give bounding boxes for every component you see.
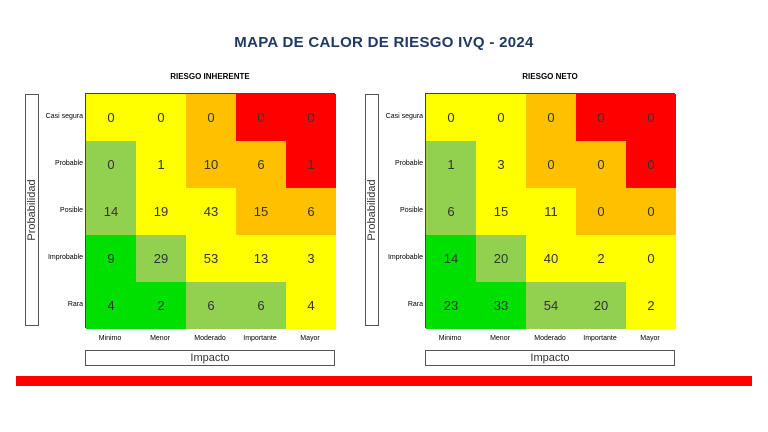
heatmap-cell: 6	[236, 141, 286, 188]
heatmap-grid: 0 0 0 0 0 0 1 10 6 1 14 19 43 15 6 9 29 53 13 3 4 2 6 6 4	[85, 93, 336, 329]
y-axis-label: Probabilidad	[26, 179, 38, 241]
heatmap-cell: 23	[426, 282, 476, 329]
heatmap-cell: 33	[476, 282, 526, 329]
row-label: Probable	[54, 159, 83, 167]
heatmap-cell: 20	[476, 235, 526, 282]
heatmap-cell: 40	[526, 235, 576, 282]
heatmap-cell: 0	[576, 94, 626, 141]
heatmap-cell: 3	[476, 141, 526, 188]
heatmap-cell: 6	[426, 188, 476, 235]
heatmap-cell: 2	[136, 282, 186, 329]
heatmap-cell: 0	[186, 94, 236, 141]
column-label: Minimo	[438, 335, 462, 342]
row-label: Rara	[407, 300, 423, 308]
y-axis-label: Probabilidad	[366, 179, 378, 241]
heatmap-cell: 14	[86, 188, 136, 235]
x-axis-label: Impacto	[425, 350, 675, 366]
heatmap-cell: 15	[236, 188, 286, 235]
column-label: Importante	[583, 335, 617, 342]
column-label: Menor	[150, 335, 170, 342]
heatmap-cell: 0	[286, 94, 336, 141]
heatmap-cell: 13	[236, 235, 286, 282]
heatmap-cell: 6	[286, 188, 336, 235]
heatmap-panel-inherent: RIESGO INHERENTE Probabilidad Casi segur…	[22, 70, 352, 370]
heatmap-cell: 0	[526, 141, 576, 188]
column-label: Importante	[243, 335, 277, 342]
heatmap-cell: 6	[236, 282, 286, 329]
heatmap-cell: 2	[626, 282, 676, 329]
row-label: Probable	[394, 159, 423, 167]
chart-title: RIESGO NETO	[522, 72, 578, 81]
heatmap-cell: 0	[626, 94, 676, 141]
heatmap-cell: 0	[136, 94, 186, 141]
heatmap-cell: 0	[626, 235, 676, 282]
heatmap-cell: 0	[626, 188, 676, 235]
heatmap-grid: 0 0 0 0 0 1 3 0 0 0 6 15 11 0 0 14 20 40 2 0 23 33 54 20 2	[425, 93, 676, 329]
row-label: Rara	[67, 300, 83, 308]
heatmap-cell: 19	[136, 188, 186, 235]
heatmap-cell: 1	[136, 141, 186, 188]
heatmap-cell: 6	[186, 282, 236, 329]
column-label: Mayor	[640, 335, 660, 342]
heatmap-cell: 0	[476, 94, 526, 141]
heatmap-cell: 2	[576, 235, 626, 282]
row-label: Casi segura	[385, 112, 423, 120]
footer-bar	[16, 376, 752, 386]
heatmap-cell: 0	[86, 94, 136, 141]
chart-title: RIESGO INHERENTE	[170, 72, 250, 81]
heatmap-cell: 53	[186, 235, 236, 282]
heatmap-panel-net: RIESGO NETO Probabilidad Casi segura Prob…	[362, 70, 692, 370]
heatmap-cell: 43	[186, 188, 236, 235]
heatmap-cell: 20	[576, 282, 626, 329]
column-label: Moderado	[194, 335, 226, 342]
page-title: MAPA DE CALOR DE RIESGO IVQ - 2024	[234, 34, 534, 51]
heatmap-cell: 0	[236, 94, 286, 141]
heatmap-cell: 11	[526, 188, 576, 235]
heatmap-cell: 14	[426, 235, 476, 282]
row-label: Posible	[400, 206, 423, 214]
heatmap-cell: 1	[426, 141, 476, 188]
column-label: Mayor	[300, 335, 320, 342]
heatmap-cell: 0	[426, 94, 476, 141]
row-label: Improbable	[47, 253, 83, 261]
heatmap-cell: 3	[286, 235, 336, 282]
y-axis-label-box: Probabilidad	[365, 94, 379, 326]
y-axis-label-box: Probabilidad	[25, 94, 39, 326]
x-axis-label: Impacto	[85, 350, 335, 366]
column-label: Minimo	[98, 335, 122, 342]
heatmap-cell: 0	[626, 141, 676, 188]
heatmap-cell: 15	[476, 188, 526, 235]
heatmap-cell: 4	[286, 282, 336, 329]
row-label: Casi segura	[45, 112, 83, 120]
heatmap-cell: 0	[576, 141, 626, 188]
heatmap-cell: 54	[526, 282, 576, 329]
heatmap-cell: 4	[86, 282, 136, 329]
row-label: Improbable	[387, 253, 423, 261]
heatmap-cell: 1	[286, 141, 336, 188]
heatmap-cell: 0	[86, 141, 136, 188]
heatmap-cell: 10	[186, 141, 236, 188]
column-label: Menor	[490, 335, 510, 342]
heatmap-cell: 9	[86, 235, 136, 282]
row-label: Posible	[60, 206, 83, 214]
heatmap-cell: 29	[136, 235, 186, 282]
column-label: Moderado	[534, 335, 566, 342]
heatmap-cell: 0	[576, 188, 626, 235]
heatmap-cell: 0	[526, 94, 576, 141]
